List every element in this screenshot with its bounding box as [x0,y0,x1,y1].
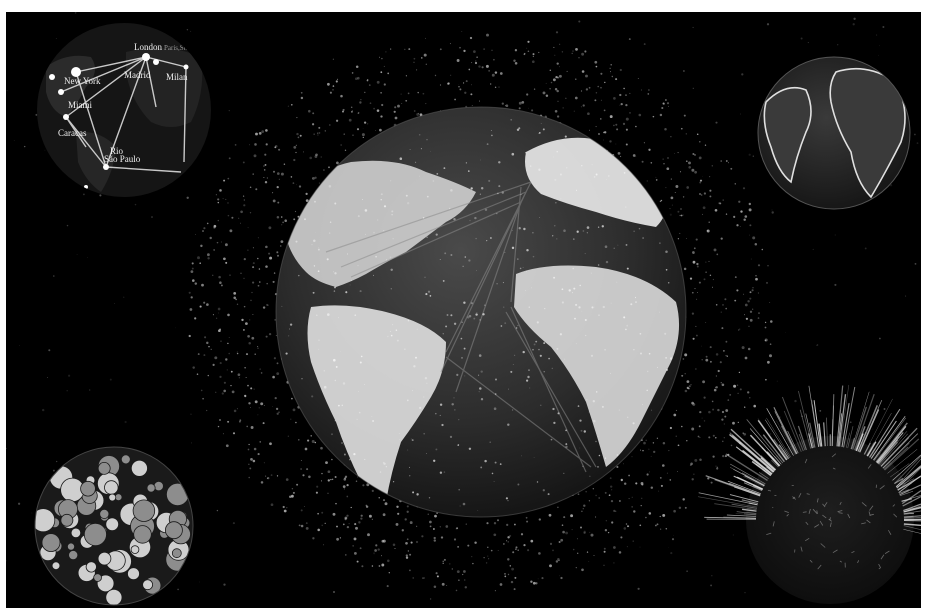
city-label: Miami [68,100,92,110]
city-label: London [134,42,162,52]
city-label: Milan [166,72,188,82]
scene-canvas: London Paris,St.. Madrid Milan New York … [6,12,921,606]
city-label: Caracas [58,128,87,138]
space-scene: London Paris,St.. Madrid Milan New York … [6,12,921,608]
city-label: Paris,St.. [164,44,189,52]
main-globe [275,106,687,518]
main-globe-north-america [286,160,476,287]
city-label: Rio [110,146,124,156]
main-globe-south-america [307,305,446,502]
network-globe: London Paris,St.. Madrid Milan New York … [37,23,211,197]
spike-globe [697,384,921,604]
city-label: São Paulo [104,154,141,164]
main-globe-routes [325,181,597,473]
city-label: New York [64,76,101,86]
outline-globe [757,56,911,210]
bubble-globe [34,446,194,606]
city-label: Madrid [124,70,151,80]
main-globe-africa [514,265,680,467]
main-globe-city-lights [281,118,673,511]
